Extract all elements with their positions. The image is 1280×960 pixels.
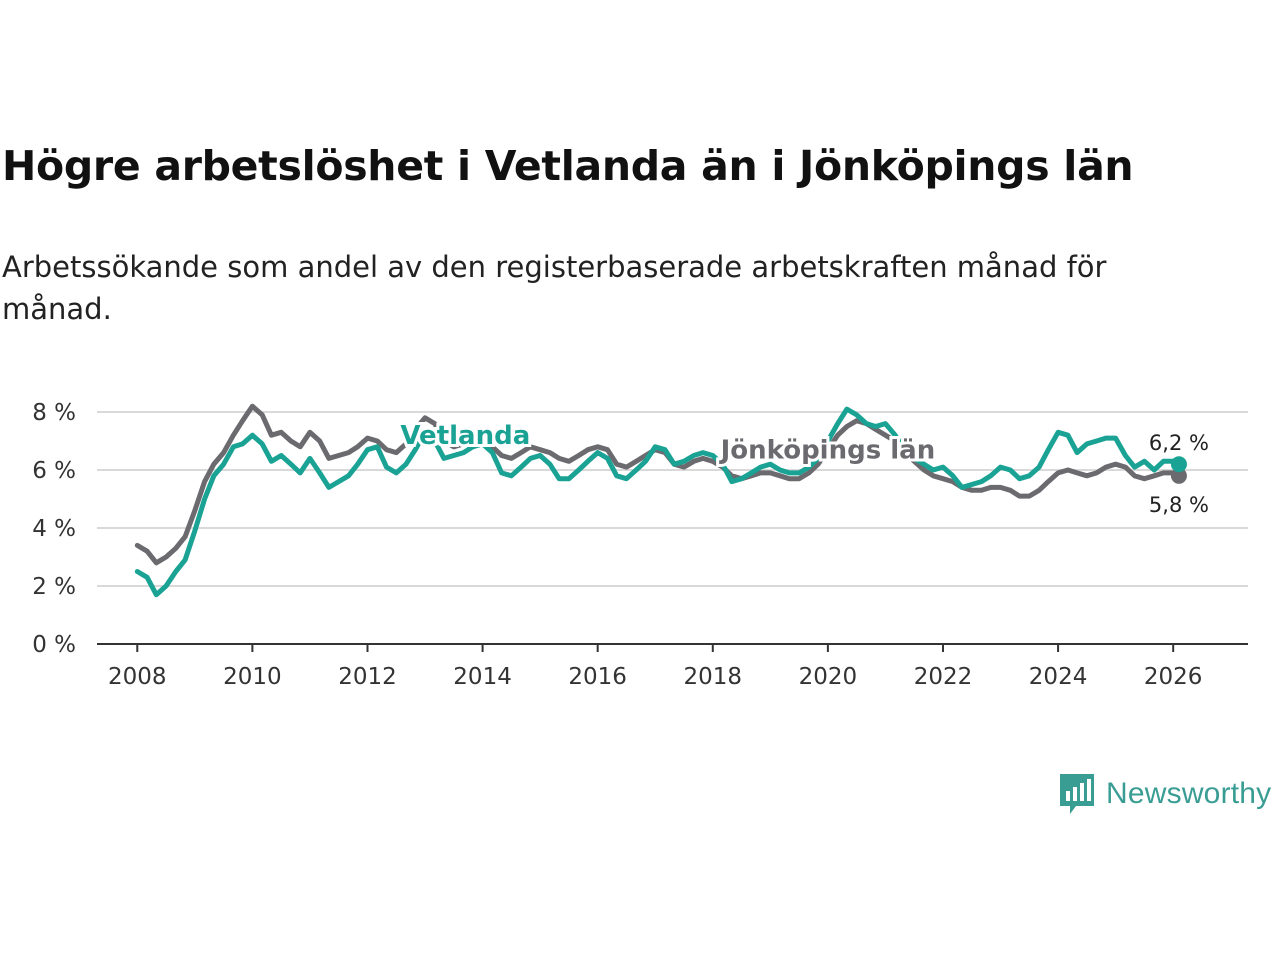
- gridlines: [97, 411, 1248, 587]
- x-tick-label: 2026: [1144, 664, 1203, 690]
- axes: 0 % 2 % 4 % 6 % 8 % 2008 2010 2012 2014 2016 2018 2…: [32, 400, 1248, 690]
- series-line-vetlanda: [134, 406, 1182, 598]
- x-tick-label: 2014: [453, 664, 512, 690]
- newsworthy-logo: Newsworthy: [1058, 772, 1271, 816]
- series-line-jonkopings-lan: [134, 403, 1182, 566]
- x-tick-label: 2018: [684, 664, 743, 690]
- y-tick-label: 2 %: [32, 574, 76, 600]
- y-tick-label: 8 %: [32, 400, 76, 426]
- series-lines: [134, 403, 1187, 598]
- line-chart: 0 % 2 % 4 % 6 % 8 % 2008 2010 2012 2014 2016 2018 2…: [32, 400, 1248, 690]
- y-tick-label: 6 %: [32, 458, 76, 484]
- chart-subtitle: Arbetssökande som andel av den registerb…: [2, 250, 1107, 326]
- end-value-label-vetlanda: 6,2 %: [1149, 431, 1209, 455]
- end-point-jonkopings-lan: [1170, 467, 1187, 484]
- series-label-vetlanda: Vetlanda: [400, 421, 530, 451]
- x-tick-label: 2020: [799, 664, 858, 690]
- newsworthy-bar-chart-icon: [1060, 774, 1094, 814]
- end-value-label-jonkopings-lan: 5,8 %: [1149, 493, 1209, 517]
- x-tick-label: 2016: [568, 664, 627, 690]
- x-tick-label: 2010: [223, 664, 282, 690]
- y-tick-label: 0 %: [32, 632, 76, 658]
- y-tick-label: 4 %: [32, 516, 76, 542]
- brand-name: Newsworthy: [1106, 777, 1272, 810]
- x-tick-label: 2022: [914, 664, 973, 690]
- x-tick-label: 2012: [338, 664, 397, 690]
- chart-title: Högre arbetslöshet i Vetlanda än i Jönkö…: [2, 142, 1134, 190]
- series-labels: Vetlanda Jönköpings län 6,2 % 5,8 %: [397, 418, 1211, 519]
- x-tick-label: 2024: [1029, 664, 1088, 690]
- x-tick-label: 2008: [108, 664, 167, 690]
- series-label-jonkopings-lan: Jönköpings län: [719, 435, 936, 465]
- end-point-vetlanda: [1170, 456, 1187, 473]
